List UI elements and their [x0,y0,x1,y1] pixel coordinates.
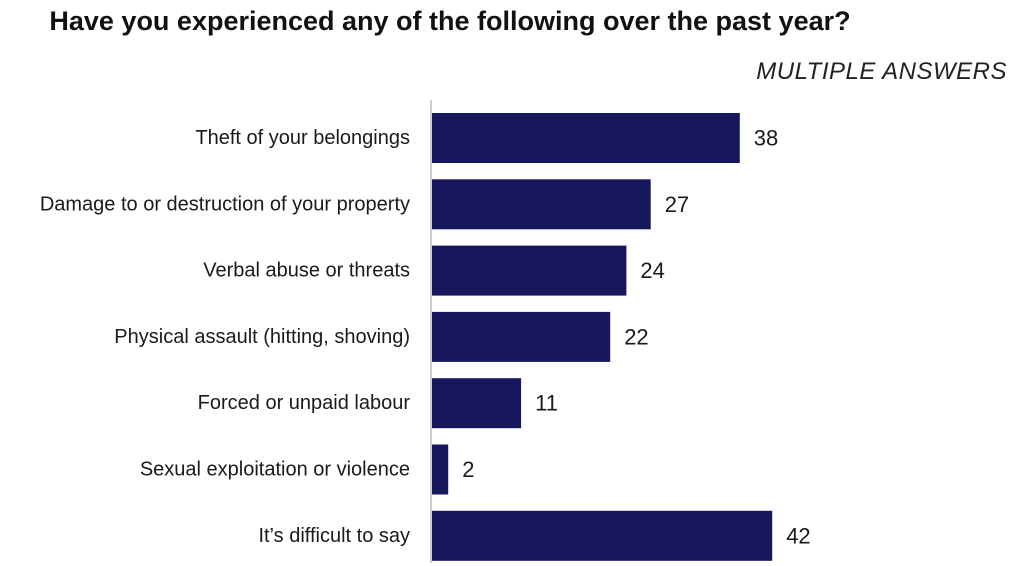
value-label: 11 [535,391,558,416]
chart-title: Have you experienced any of the followin… [49,6,851,36]
value-label: 2 [462,457,474,482]
bar [432,113,740,163]
category-label: Verbal abuse or threats [203,260,410,282]
category-label: Physical assault (hitting, shoving) [114,326,410,348]
category-label: It’s difficult to say [258,525,410,547]
bar [432,311,611,362]
category-label: Forced or unpaid labour [198,392,411,414]
value-label: 22 [624,324,648,349]
bar [432,245,627,296]
bars-group: Theft of your belongings 38 Damage to or d… [40,113,811,561]
value-label: 27 [665,192,689,217]
value-label: 38 [754,126,778,151]
bar [432,444,449,495]
category-label: Damage to or destruction of your propert… [40,193,410,215]
bar [432,510,773,561]
bar [432,179,651,230]
bar [432,378,522,429]
value-label: 24 [640,258,664,283]
chart-subtitle: MULTIPLE ANSWERS [756,58,1007,85]
category-label: Theft of your belongings [195,127,410,149]
value-label: 42 [786,523,810,548]
category-label: Sexual exploitation or violence [140,459,410,481]
